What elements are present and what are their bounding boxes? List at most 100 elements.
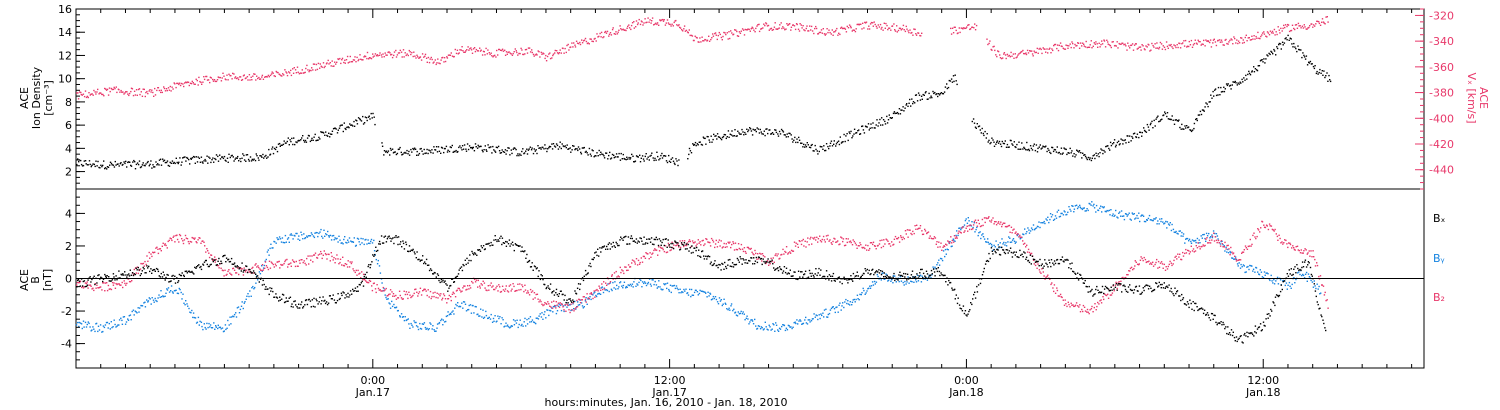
density-point	[665, 160, 668, 162]
by-point	[985, 241, 987, 243]
vx-point	[94, 91, 96, 93]
bz-point	[760, 253, 762, 255]
vx-point	[673, 21, 675, 24]
bz-point	[305, 264, 307, 266]
by-point	[248, 295, 250, 298]
by-point	[1266, 272, 1268, 274]
by-point	[662, 288, 664, 291]
vx-point	[784, 29, 786, 31]
density-point	[1174, 119, 1176, 121]
bz-point	[992, 217, 994, 219]
bz-point	[217, 264, 220, 267]
density-point	[649, 155, 651, 157]
vx-point	[554, 52, 556, 54]
vx-point	[124, 92, 126, 94]
density-point	[1151, 120, 1153, 123]
by-point	[1171, 223, 1173, 226]
density-point	[1182, 128, 1184, 130]
vx-point	[548, 53, 550, 55]
bz-point	[868, 249, 870, 251]
density-point	[892, 112, 895, 115]
by-point	[192, 312, 195, 314]
vx-point	[658, 24, 660, 26]
bz-point	[274, 263, 277, 265]
vx-point	[587, 42, 589, 44]
density-point	[528, 148, 530, 150]
bz-point	[479, 287, 481, 289]
density-point	[1276, 46, 1278, 48]
bz-point	[131, 280, 133, 282]
vx-point	[113, 86, 115, 89]
density-point	[424, 152, 426, 155]
vx-point	[190, 82, 193, 85]
by-point	[610, 288, 613, 290]
vx-point	[864, 21, 866, 24]
vx-point	[1048, 48, 1050, 50]
by-point	[491, 321, 494, 323]
by-point	[1081, 208, 1084, 211]
by-point	[810, 320, 813, 322]
bz-point	[1128, 270, 1130, 272]
by-point	[783, 324, 786, 327]
by-point	[941, 259, 944, 262]
bz-point	[165, 244, 167, 247]
density-point	[742, 131, 744, 133]
by-point	[547, 309, 549, 311]
vx-point	[501, 49, 503, 52]
vx-point	[1065, 44, 1067, 46]
vx-point	[768, 29, 770, 31]
by-point	[627, 284, 629, 286]
density-point	[1021, 142, 1023, 144]
by-point	[530, 321, 533, 323]
bz-point	[584, 298, 587, 301]
vx-point	[454, 48, 456, 51]
by-point	[135, 311, 137, 313]
by-point	[509, 327, 511, 329]
by-point	[686, 292, 689, 294]
vx-point	[732, 33, 735, 35]
vx-point	[1027, 52, 1030, 54]
density-point	[223, 155, 226, 158]
density-point	[440, 152, 442, 154]
vx-point	[354, 56, 356, 58]
vx-point	[630, 28, 632, 31]
vx-point	[888, 27, 890, 29]
vx-point	[1036, 47, 1038, 50]
density-point	[878, 122, 880, 124]
bz-point	[631, 262, 633, 264]
bz-point	[735, 248, 738, 251]
by-point	[885, 273, 887, 275]
density-point	[245, 160, 247, 162]
by-point	[722, 303, 724, 305]
vx-point	[1234, 37, 1236, 40]
vx-point	[1159, 41, 1162, 44]
by-point	[675, 285, 678, 287]
by-point	[368, 242, 370, 244]
density-point	[657, 155, 659, 158]
density-point	[233, 160, 235, 162]
density-point	[500, 152, 502, 154]
bz-point	[583, 296, 585, 298]
bz-point	[738, 247, 740, 250]
vx-point	[802, 25, 804, 27]
by-point	[825, 308, 827, 310]
density-point	[1096, 155, 1098, 157]
vx-point	[148, 90, 150, 92]
vx-point	[1045, 51, 1047, 53]
density-point	[1223, 90, 1226, 93]
vx-point	[1186, 45, 1189, 47]
bz-point	[267, 268, 270, 271]
bz-point	[919, 225, 922, 227]
by-point	[1230, 252, 1232, 254]
by-point	[524, 317, 526, 320]
vx-point	[175, 86, 177, 89]
bz-point	[1143, 256, 1145, 259]
by-point	[673, 284, 676, 287]
bz-point	[303, 260, 305, 262]
bz-point	[592, 297, 594, 300]
by-point	[587, 298, 589, 300]
vx-point	[1158, 46, 1161, 49]
bz-point	[978, 222, 980, 225]
by-point	[692, 294, 695, 296]
vx-point	[468, 49, 470, 51]
